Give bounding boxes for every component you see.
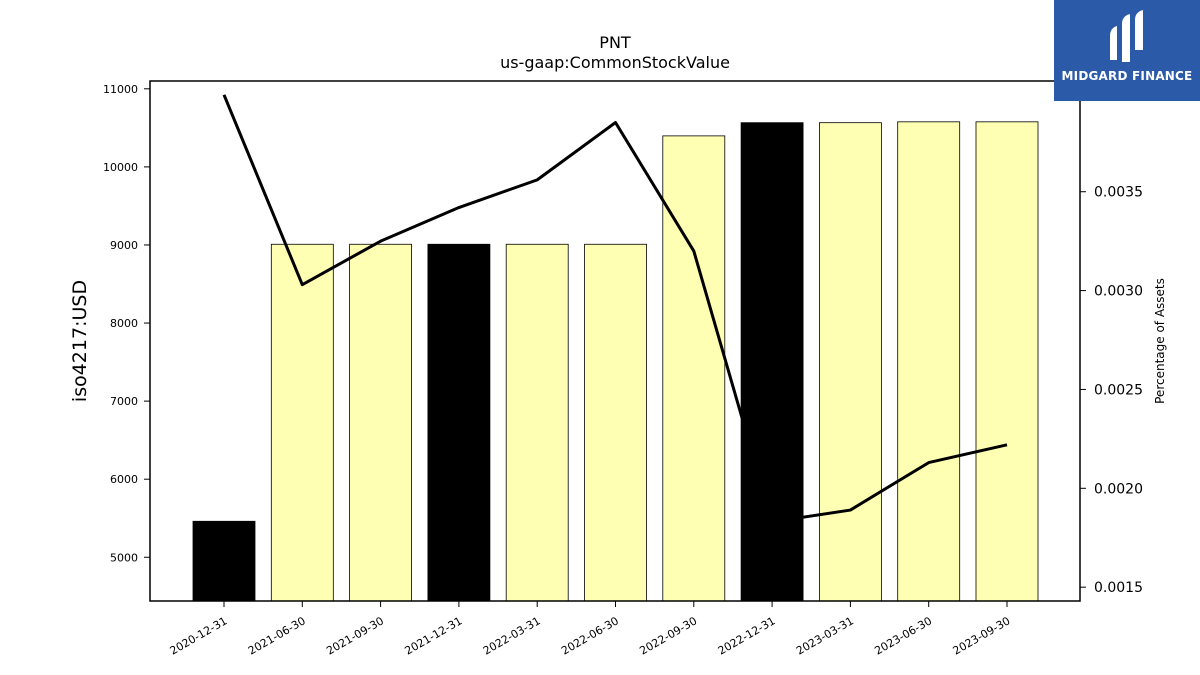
y-tick-label: 6000 <box>110 473 138 486</box>
bar-2022-09-30 <box>662 135 726 602</box>
midgard-finance-logo: MIDGARD FINANCE <box>1054 0 1200 101</box>
y-axis-label: iso4217:USD <box>69 280 91 402</box>
midgard-logo-icon <box>1110 10 1143 62</box>
y2-tick-label: 0.0020 <box>1094 481 1143 497</box>
x-tick-label: 2023-06-30 <box>872 614 934 657</box>
bar-2021-09-30 <box>349 243 413 602</box>
x-tick-label: 2022-03-31 <box>481 614 543 657</box>
bar-2022-03-31 <box>505 243 569 602</box>
bar-2023-03-31 <box>819 122 882 602</box>
y-tick-label: 7000 <box>110 395 138 408</box>
chart-subtitle: us-gaap:CommonStockValue <box>500 53 730 72</box>
x-tick-label: 2023-03-31 <box>794 614 856 657</box>
plot-frame <box>149 80 1081 602</box>
bar-2023-06-30 <box>897 121 961 602</box>
y2-tick-label: 0.0030 <box>1094 284 1143 300</box>
x-axis-ticks: 2020-12-31 2021-06-30 2021-09-30 2021-12-31… <box>168 601 1013 658</box>
y-tick-label: 10000 <box>103 161 138 174</box>
bar-2020-12-31 <box>192 520 256 602</box>
chart-title: PNT <box>599 33 631 52</box>
y-tick-label: 11000 <box>103 83 138 96</box>
y-axis-ticks: 5000 6000 7000 8000 9000 10000 11000 <box>103 83 150 564</box>
bar-2023-09-30 <box>975 121 1039 602</box>
line-series <box>222 94 1008 524</box>
y2-axis-label: Percentage of Assets <box>1153 278 1167 404</box>
y2-tick-label: 0.0035 <box>1094 185 1143 201</box>
y2-tick-label: 0.0015 <box>1094 580 1143 596</box>
y-tick-label: 8000 <box>110 317 138 330</box>
x-tick-label: 2020-12-31 <box>168 614 230 657</box>
x-tick-label: 2021-12-31 <box>403 614 465 657</box>
y-tick-label: 9000 <box>110 239 138 252</box>
x-tick-label: 2023-09-30 <box>951 614 1013 657</box>
bar-2021-12-31 <box>427 243 491 602</box>
x-tick-label: 2021-06-30 <box>246 614 308 657</box>
bar-2022-12-31 <box>740 122 804 602</box>
x-tick-label: 2022-09-30 <box>637 614 699 657</box>
bar-2021-06-30 <box>270 243 334 602</box>
bar-series <box>192 121 1039 602</box>
x-tick-label: 2022-12-31 <box>716 614 778 657</box>
x-tick-label: 2021-09-30 <box>324 614 386 657</box>
logo-text: MIDGARD FINANCE <box>1061 69 1193 83</box>
y2-tick-label: 0.0025 <box>1094 382 1143 398</box>
x-tick-label: 2022-06-30 <box>559 614 621 657</box>
bar-2022-06-30 <box>584 243 647 602</box>
y-tick-label: 5000 <box>110 551 138 564</box>
